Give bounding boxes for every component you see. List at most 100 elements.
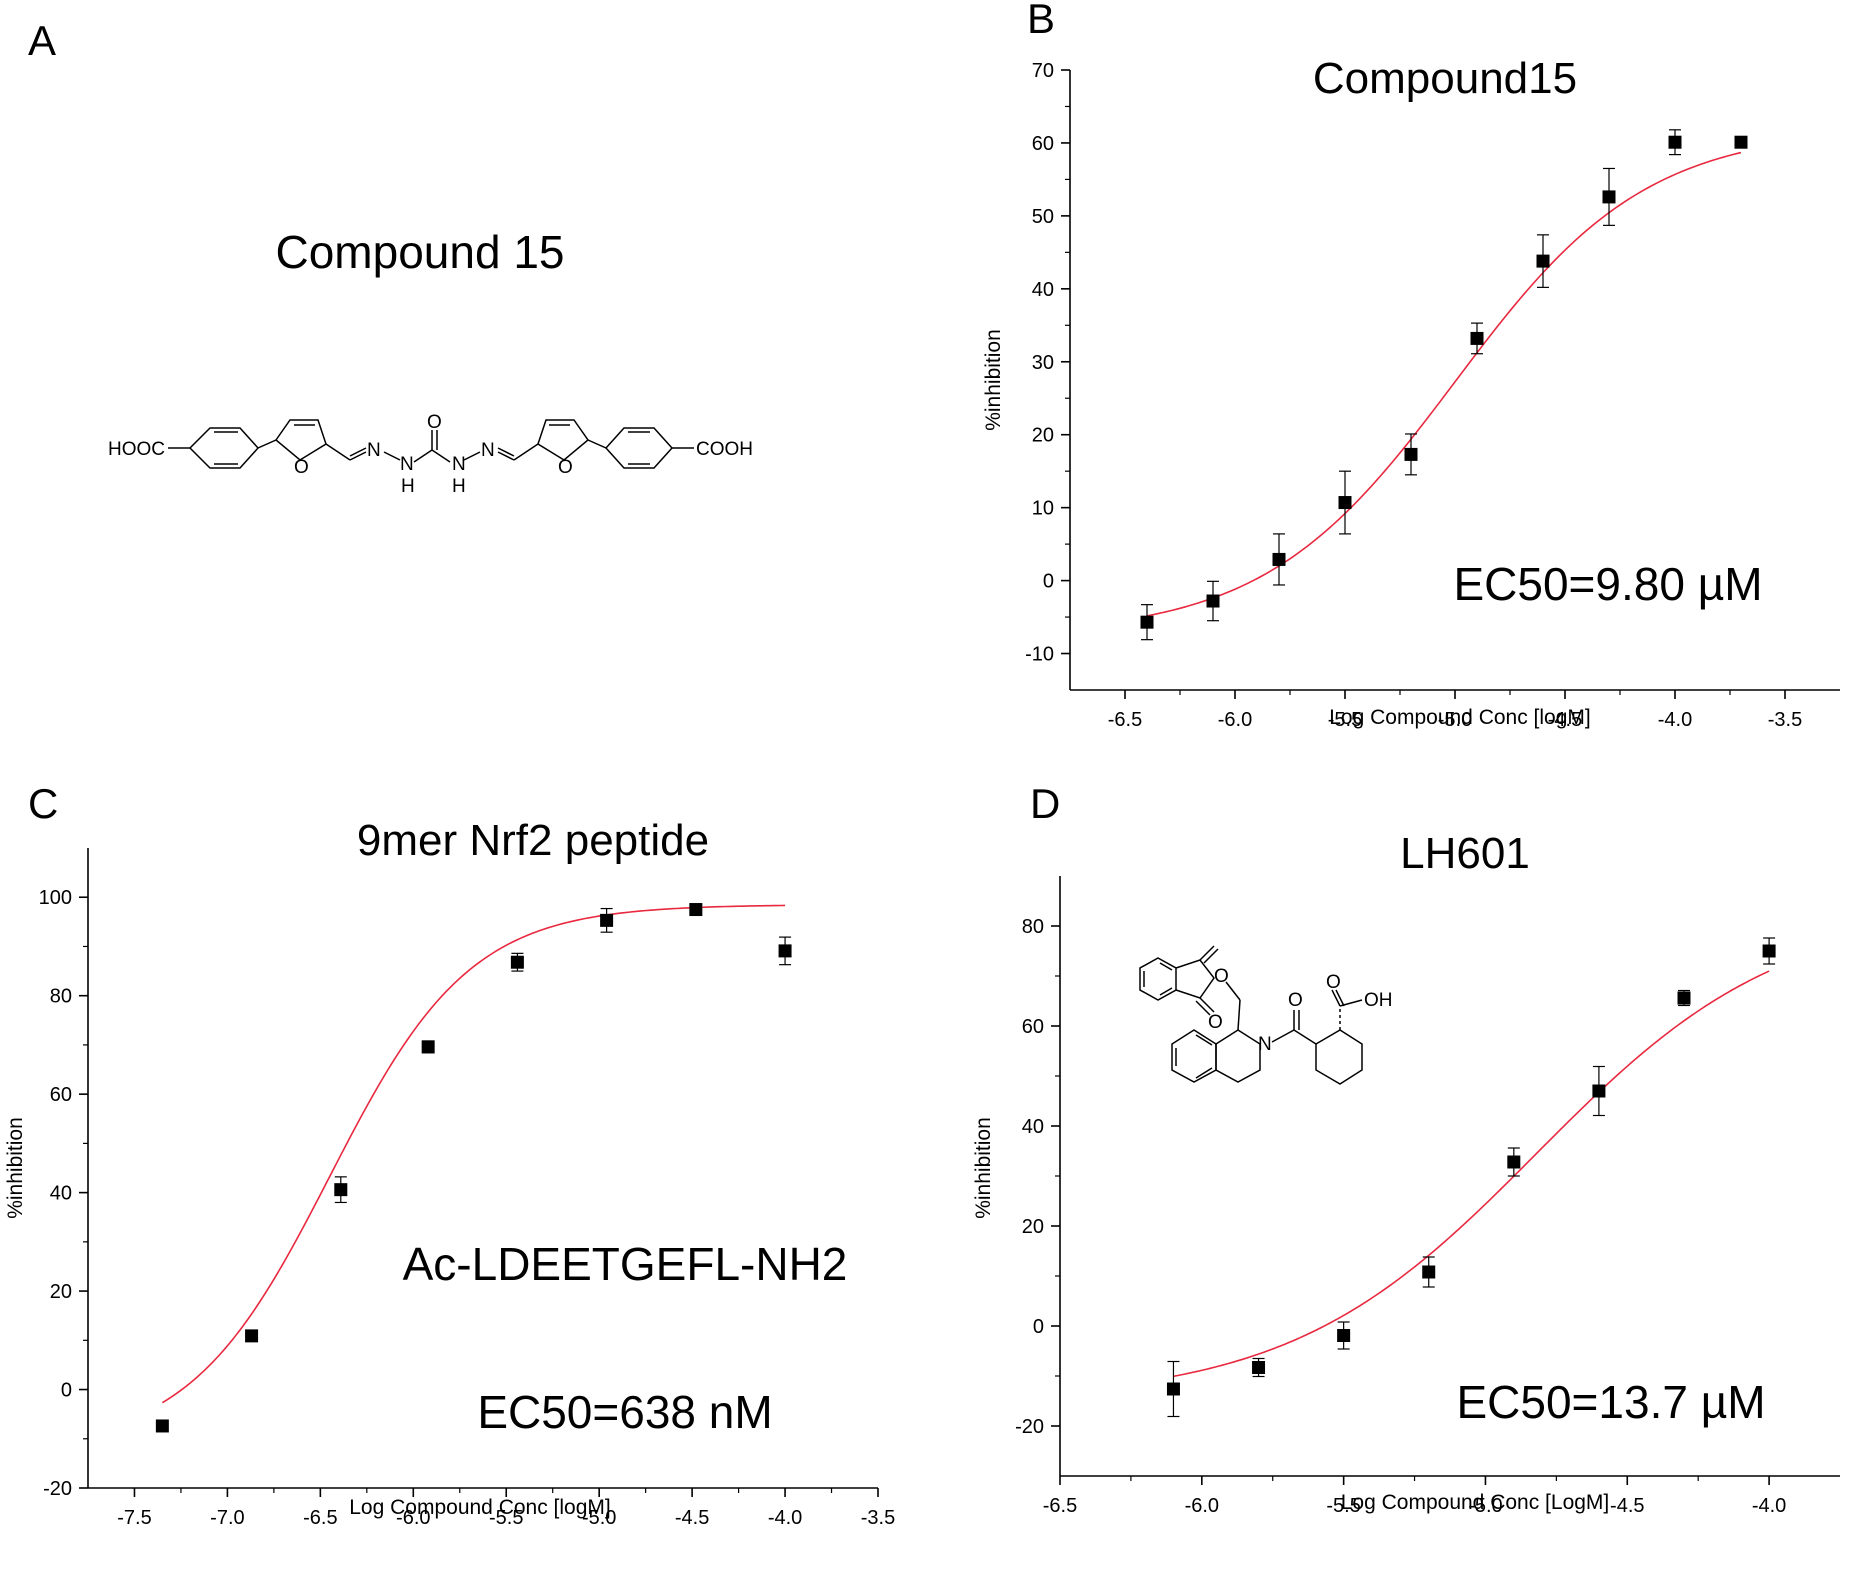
y-tick-label: -10 <box>1025 644 1054 666</box>
x-tick-label: -4.0 <box>1658 709 1692 731</box>
y-tick-label: 60 <box>50 1084 72 1106</box>
x-tick-label: -6.0 <box>396 1507 430 1529</box>
x-axis-label: Log Compound Conc [logM] <box>349 1496 611 1519</box>
data-point <box>1272 552 1286 566</box>
y-tick-label: 40 <box>50 1183 72 1205</box>
y-tick-label: 40 <box>1022 1116 1044 1138</box>
label-d-oh: OH <box>1364 990 1393 1011</box>
y-tick-label: 80 <box>1022 916 1044 938</box>
data-point <box>1677 991 1691 1005</box>
y-tick-label: 70 <box>1032 60 1054 82</box>
x-tick-label: -6.5 <box>303 1507 337 1529</box>
x-tick-label: -5.0 <box>582 1507 616 1529</box>
x-tick-label: -5.5 <box>489 1507 523 1529</box>
data-point <box>155 1419 169 1433</box>
y-tick-label: 20 <box>1022 1216 1044 1238</box>
label-n-4: N <box>481 440 495 461</box>
x-tick-label: -4.5 <box>675 1507 709 1529</box>
data-point <box>1337 1329 1351 1342</box>
data-point <box>1592 1084 1606 1098</box>
label-d-o-amide: O <box>1288 990 1303 1011</box>
label-cooh: COOH <box>696 439 753 460</box>
data-point <box>1507 1155 1521 1169</box>
y-tick-label: 60 <box>1032 133 1054 155</box>
data-point <box>689 903 703 917</box>
panel-letter-c: C <box>28 780 58 827</box>
label-h-2: H <box>452 476 466 497</box>
data-point <box>245 1329 259 1343</box>
data-point <box>1536 254 1550 268</box>
data-point <box>600 913 614 927</box>
data-point <box>1252 1361 1266 1374</box>
y-tick-label: 20 <box>50 1281 72 1303</box>
label-furan-o-left: O <box>294 457 309 478</box>
label-d-n-amine: N <box>1258 1034 1272 1055</box>
fit-curve <box>161 904 786 1404</box>
chart-title: Compound15 <box>1313 54 1577 103</box>
x-tick-label: -4.0 <box>768 1507 802 1529</box>
x-tick-label: -6.5 <box>1043 1495 1077 1517</box>
x-tick-label: -3.5 <box>861 1507 895 1529</box>
label-carbonyl-o: O <box>427 412 442 433</box>
label-d-o-2: O <box>1208 1012 1223 1033</box>
label-d-o-1: O <box>1214 966 1229 987</box>
label-n-3: N <box>452 454 466 475</box>
chart-b: -10 0 10 20 30 40 50 60 70 -6.5 -6.0 -5.5 -5.0 -4.5 -4… <box>982 54 1840 731</box>
y-tick-label: 0 <box>1033 1316 1044 1338</box>
data-point <box>1166 1382 1180 1396</box>
data-point <box>1338 496 1352 510</box>
x-tick-label: -6.0 <box>1218 709 1252 731</box>
x-tick-label: -7.0 <box>210 1507 244 1529</box>
label-d-o-acid: O <box>1326 972 1341 993</box>
x-tick-label: -5.0 <box>1468 1495 1502 1517</box>
data-point <box>1470 331 1484 345</box>
ec50-annotation: EC50=9.80 µM <box>1453 558 1762 610</box>
x-tick-label: -3.5 <box>1768 709 1802 731</box>
panel-a-title: Compound 15 <box>276 226 565 278</box>
y-tick-label: 80 <box>50 986 72 1008</box>
data-point <box>778 944 792 958</box>
label-n-1: N <box>367 440 381 461</box>
x-tick-label: -6.5 <box>1108 709 1142 731</box>
ec50-annotation: EC50=13.7 µM <box>1456 1376 1765 1428</box>
label-n-2: N <box>400 454 414 475</box>
y-axis-label: %inhibition <box>972 1117 995 1219</box>
fit-curve <box>1173 970 1770 1378</box>
x-tick-label: -5.5 <box>1326 1495 1360 1517</box>
x-tick-label: -4.5 <box>1548 709 1582 731</box>
y-tick-label: 50 <box>1032 206 1054 228</box>
data-point <box>1602 190 1616 204</box>
data-point <box>1422 1265 1436 1279</box>
panel-letter-b: B <box>1027 0 1055 42</box>
data-point <box>1206 594 1220 608</box>
data-point <box>1734 135 1748 149</box>
y-axis-label: %inhibition <box>4 1117 27 1219</box>
data-point <box>1668 135 1682 149</box>
data-point <box>1762 944 1776 958</box>
chart-c: -20 0 20 40 60 80 100 -7.5 -7.0 -6.5 -6.0 -5.5 -5.0 -… <box>4 816 895 1529</box>
label-furan-o-right: O <box>558 457 573 478</box>
x-tick-label: -5.5 <box>1328 709 1362 731</box>
fit-curve <box>1146 151 1742 617</box>
y-tick-label: 10 <box>1032 498 1054 520</box>
y-tick-label: 20 <box>1032 425 1054 447</box>
y-tick-label: -20 <box>43 1478 72 1500</box>
y-axis-label: %inhibition <box>982 329 1005 431</box>
x-axis-label: Log Compound Conc [logM] <box>1329 706 1591 729</box>
y-tick-label: -20 <box>1015 1416 1044 1438</box>
label-h-1: H <box>401 476 415 497</box>
x-tick-label: -4.5 <box>1610 1495 1644 1517</box>
y-tick-label: 40 <box>1032 279 1054 301</box>
data-point <box>1140 615 1154 629</box>
y-tick-label: 0 <box>1043 571 1054 593</box>
x-tick-label: -4.0 <box>1752 1495 1786 1517</box>
chart-title: LH601 <box>1400 829 1530 878</box>
panel-letter-a: A <box>28 17 56 64</box>
data-point <box>1404 447 1418 461</box>
chart-title: 9mer Nrf2 peptide <box>357 816 709 865</box>
label-hooc: HOOC <box>108 439 165 460</box>
data-point <box>334 1183 348 1197</box>
panel-d-structure: O O N N O O OH <box>1139 945 1393 1085</box>
ec50-annotation: EC50=638 nM <box>477 1386 772 1438</box>
